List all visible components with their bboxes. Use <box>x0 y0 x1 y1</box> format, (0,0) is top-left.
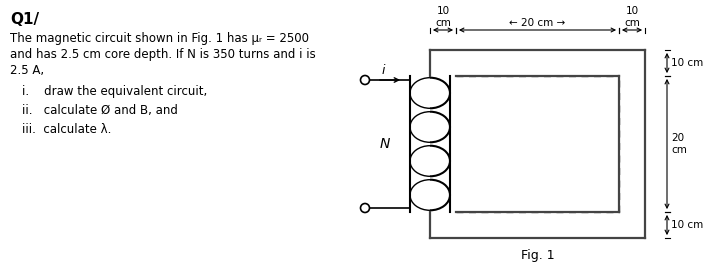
Text: 10 cm: 10 cm <box>671 58 703 68</box>
Text: i.    draw the equivalent circuit,: i. draw the equivalent circuit, <box>22 85 207 98</box>
Circle shape <box>361 76 369 85</box>
Text: 10
cm: 10 cm <box>435 6 451 28</box>
Text: i: i <box>382 64 385 77</box>
Text: ← 20 cm →: ← 20 cm → <box>509 18 566 28</box>
Text: 2.5 A,: 2.5 A, <box>10 64 44 77</box>
Text: 10
cm: 10 cm <box>624 6 640 28</box>
Text: 10 cm: 10 cm <box>671 220 703 230</box>
Text: ii.   calculate Ø and B, and: ii. calculate Ø and B, and <box>22 104 178 117</box>
Text: N: N <box>379 137 390 151</box>
Text: Fig. 1: Fig. 1 <box>521 249 554 262</box>
Text: The magnetic circuit shown in Fig. 1 has μᵣ = 2500: The magnetic circuit shown in Fig. 1 has… <box>10 32 309 45</box>
Text: Q1/: Q1/ <box>10 12 39 27</box>
Circle shape <box>361 204 369 212</box>
Text: and has 2.5 cm core depth. If N is 350 turns and i is: and has 2.5 cm core depth. If N is 350 t… <box>10 48 316 61</box>
Text: 20
cm: 20 cm <box>671 133 687 155</box>
Text: iii.  calculate λ.: iii. calculate λ. <box>22 123 112 136</box>
